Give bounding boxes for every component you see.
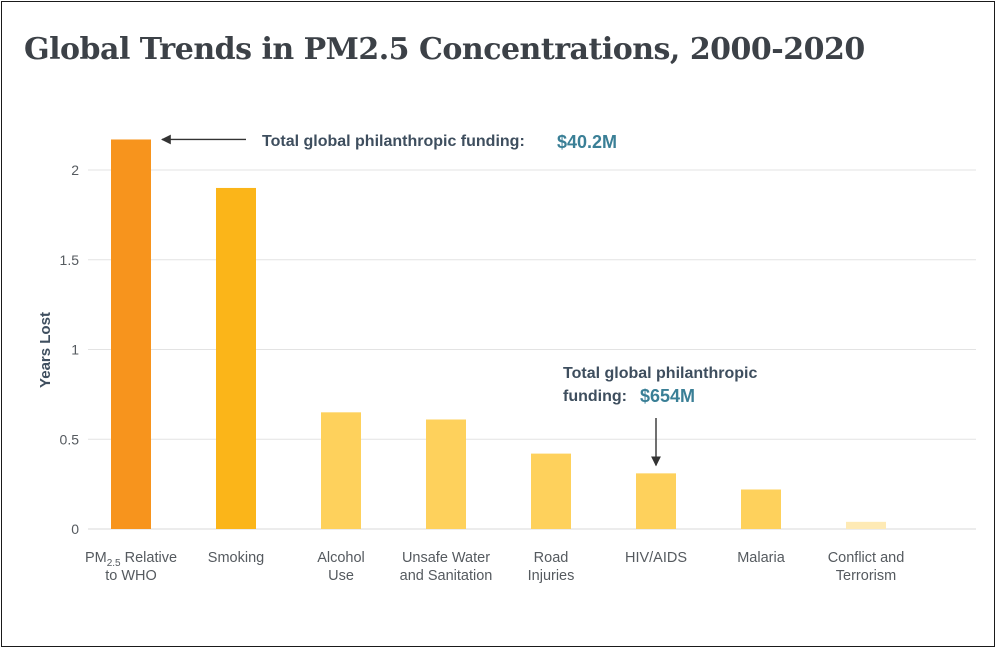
bar [321,412,361,529]
bar [636,473,676,529]
y-tick-label: 2 [71,162,79,178]
bar [741,489,781,529]
bar [531,453,571,529]
bar [426,419,466,529]
bar [111,139,151,530]
bar [846,521,886,529]
y-axis-label: Years Lost [37,312,54,388]
x-tick-label: Unsafe Water and Sanitation [400,550,493,584]
chart-title: Global Trends in PM2.5 Concentrations, 2… [24,32,865,67]
y-tick-label: 1 [71,342,79,358]
annotation-value: $40.2M [557,132,617,152]
x-tick-label: Alcohol Use [317,550,365,584]
annotation-text: Total global philanthropic [563,365,757,382]
x-tick-label: PM2.5 Relative to WHO [85,550,177,584]
y-tick-label: 0 [71,521,79,537]
x-tick-label: Conflict and Terrorism [828,550,905,584]
bar [216,187,256,529]
x-tick-label: HIV/AIDS [625,550,687,566]
y-tick-label: 0.5 [60,431,80,447]
x-tick-label: Road Injuries [528,550,575,584]
x-tick-label: Malaria [737,550,785,566]
y-tick-label: 1.5 [60,252,80,268]
annotation-value: $654M [640,386,695,406]
annotation-text: Total global philanthropic funding: [262,133,525,150]
x-tick-label: Smoking [208,550,264,566]
annotation-text: funding: [563,388,627,405]
